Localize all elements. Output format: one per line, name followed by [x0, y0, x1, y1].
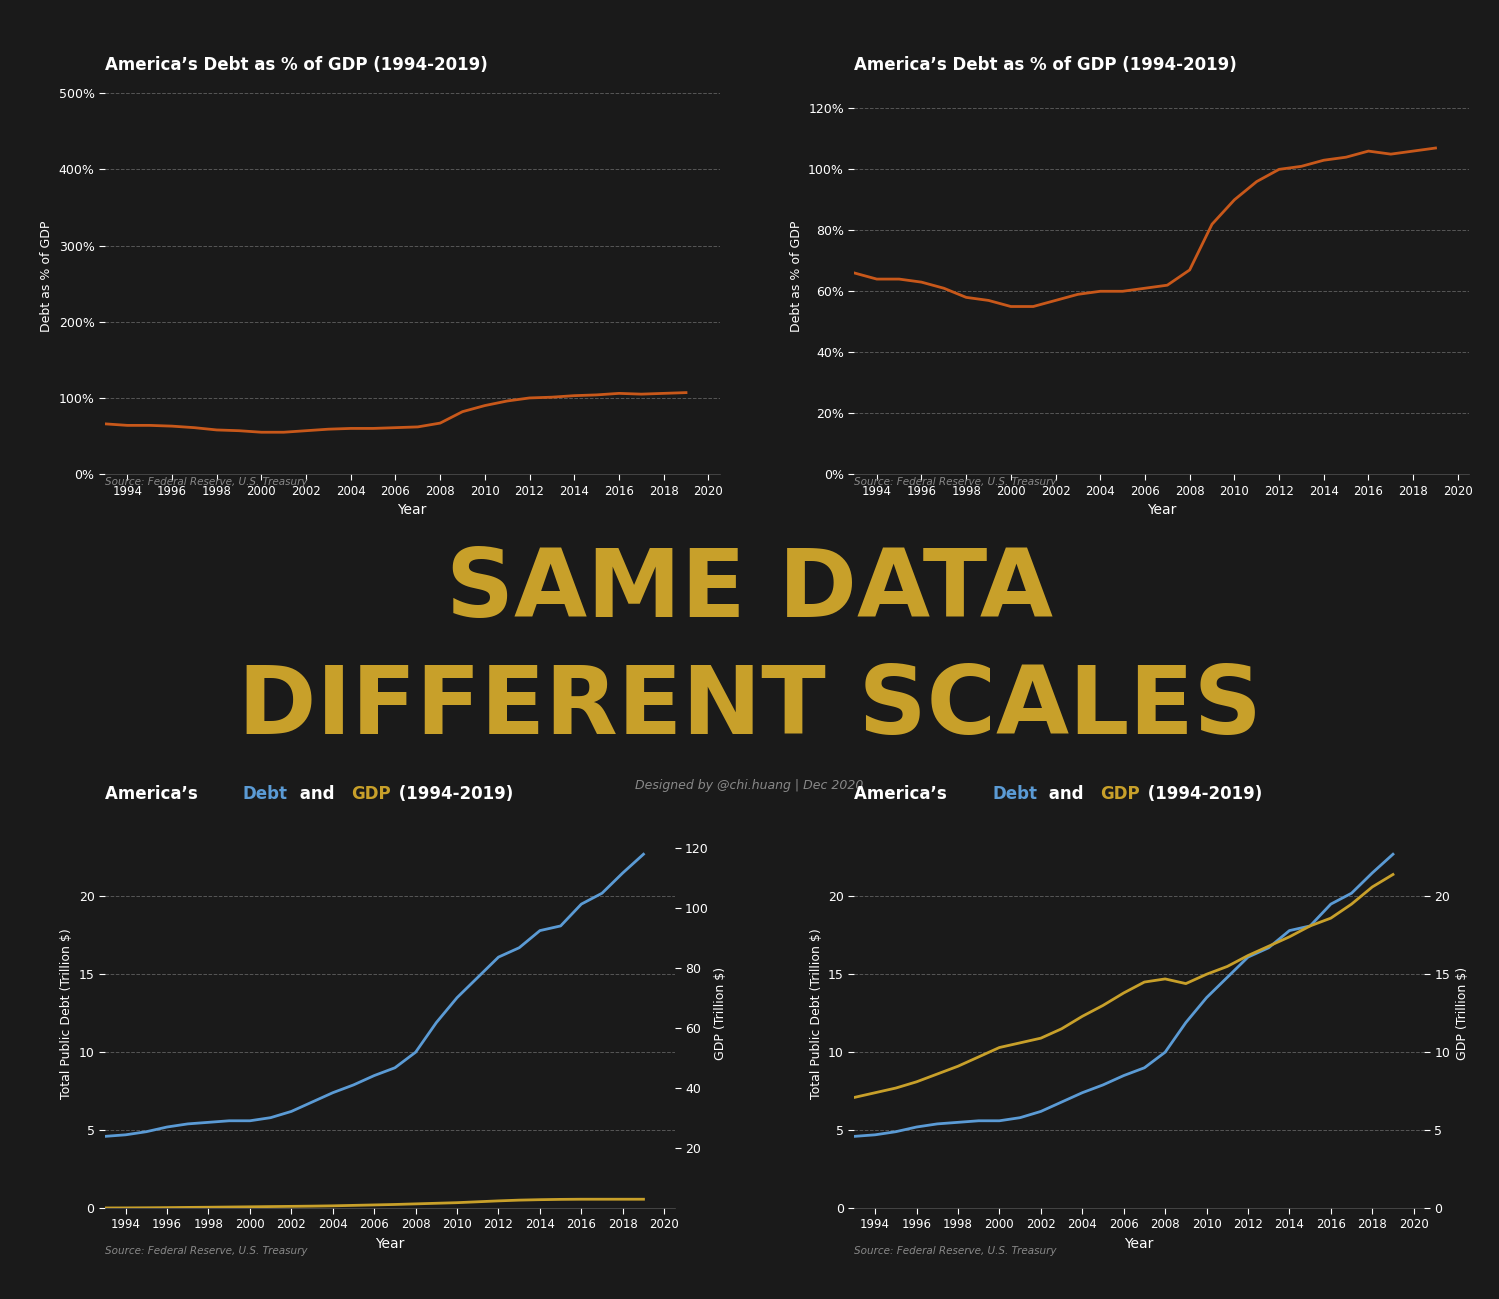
Text: America’s Debt as % of GDP (1994-2019): America’s Debt as % of GDP (1994-2019) — [854, 56, 1237, 74]
Text: America’s: America’s — [105, 785, 204, 803]
Text: Debt: Debt — [992, 785, 1037, 803]
Text: and: and — [1043, 785, 1090, 803]
Text: Designed by @chi.huang | Dec 2020: Designed by @chi.huang | Dec 2020 — [636, 779, 863, 792]
Y-axis label: GDP (Trillion $): GDP (Trillion $) — [715, 966, 727, 1060]
X-axis label: Year: Year — [1124, 1237, 1154, 1251]
Y-axis label: Total Public Debt (Trillion $): Total Public Debt (Trillion $) — [809, 927, 823, 1099]
X-axis label: Year: Year — [397, 503, 427, 517]
Text: SAME DATA: SAME DATA — [447, 546, 1052, 637]
Text: GDP: GDP — [351, 785, 390, 803]
Text: and: and — [294, 785, 340, 803]
X-axis label: Year: Year — [1147, 503, 1177, 517]
Text: DIFFERENT SCALES: DIFFERENT SCALES — [238, 662, 1261, 753]
Text: (1994-2019): (1994-2019) — [1142, 785, 1262, 803]
Text: Source: Federal Reserve, U.S. Treasury: Source: Federal Reserve, U.S. Treasury — [854, 1246, 1057, 1256]
Text: America’s Debt as % of GDP (1994-2019): America’s Debt as % of GDP (1994-2019) — [105, 56, 487, 74]
Y-axis label: Debt as % of GDP: Debt as % of GDP — [790, 221, 802, 331]
Y-axis label: GDP (Trillion $): GDP (Trillion $) — [1456, 966, 1469, 1060]
Y-axis label: Debt as % of GDP: Debt as % of GDP — [40, 221, 52, 331]
Text: Debt: Debt — [243, 785, 288, 803]
Text: GDP: GDP — [1100, 785, 1139, 803]
X-axis label: Year: Year — [375, 1237, 405, 1251]
Text: Source: Federal Reserve, U.S. Treasury: Source: Federal Reserve, U.S. Treasury — [105, 477, 307, 487]
Text: Source: Federal Reserve, U.S. Treasury: Source: Federal Reserve, U.S. Treasury — [105, 1246, 307, 1256]
Text: America’s: America’s — [854, 785, 953, 803]
Text: (1994-2019): (1994-2019) — [393, 785, 513, 803]
Text: Source: Federal Reserve, U.S. Treasury: Source: Federal Reserve, U.S. Treasury — [854, 477, 1057, 487]
Y-axis label: Total Public Debt (Trillion $): Total Public Debt (Trillion $) — [60, 927, 73, 1099]
